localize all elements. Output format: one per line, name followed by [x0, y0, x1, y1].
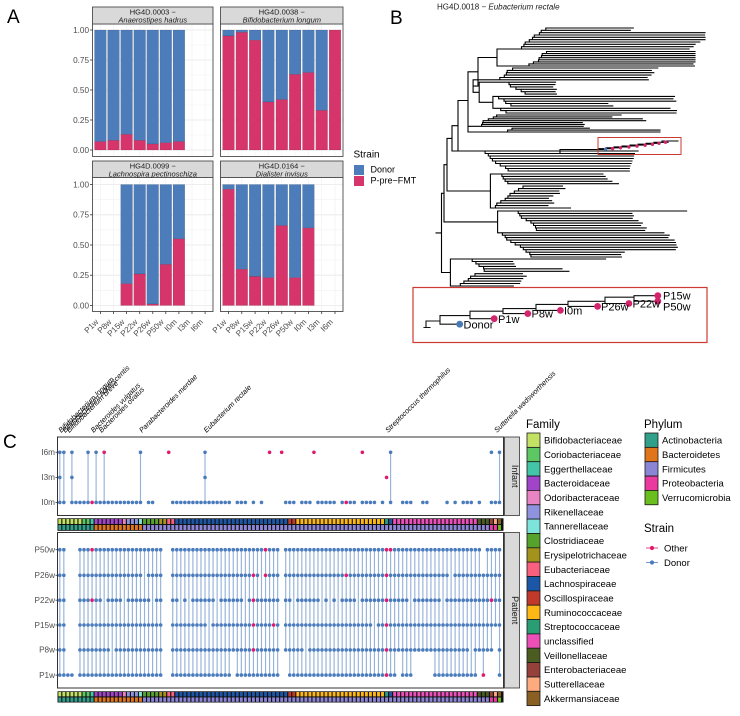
svg-text:P8w: P8w — [532, 309, 553, 321]
svg-text:Patient: Patient — [510, 596, 520, 625]
svg-text:Sutterellaceae: Sutterellaceae — [544, 680, 605, 691]
svg-text:I6m: I6m — [189, 317, 205, 333]
svg-text:Donor: Donor — [664, 558, 690, 569]
svg-text:Enterobacteriaceae: Enterobacteriaceae — [544, 665, 626, 676]
svg-text:P8w: P8w — [39, 646, 55, 655]
svg-text:Dialister invisus: Dialister invisus — [256, 169, 308, 178]
svg-text:Firmicutes: Firmicutes — [662, 464, 706, 475]
svg-text:I0m: I0m — [41, 498, 55, 507]
svg-text:Akkermansiaceae: Akkermansiaceae — [544, 694, 620, 705]
svg-text:unclassified: unclassified — [544, 637, 594, 648]
svg-text:I6m: I6m — [41, 448, 55, 457]
svg-text:P50w: P50w — [663, 302, 691, 314]
svg-text:Bacteroidetes: Bacteroidetes — [662, 450, 720, 461]
svg-text:0.00: 0.00 — [73, 301, 89, 310]
svg-text:Coriobacteriaceae: Coriobacteriaceae — [544, 450, 621, 461]
svg-text:Streptococcaceae: Streptococcaceae — [544, 622, 620, 633]
svg-text:0.25: 0.25 — [73, 116, 89, 125]
svg-text:Family: Family — [526, 419, 560, 431]
svg-text:0.25: 0.25 — [73, 271, 89, 280]
svg-text:Bifidobacteriaceae: Bifidobacteriaceae — [544, 436, 622, 447]
svg-text:Eubacterium rectale: Eubacterium rectale — [202, 383, 254, 435]
svg-text:P1w: P1w — [39, 671, 55, 680]
svg-text:1.00: 1.00 — [73, 26, 89, 35]
svg-text:Tannerellaceae: Tannerellaceae — [544, 522, 608, 533]
svg-text:Parabacteroides merdae: Parabacteroides merdae — [137, 372, 199, 434]
svg-text:P50w: P50w — [35, 546, 56, 555]
svg-text:Ruminococcaceae: Ruminococcaceae — [544, 608, 622, 619]
svg-text:Donor: Donor — [371, 165, 396, 175]
svg-text:Strain: Strain — [354, 150, 380, 161]
svg-text:P22w: P22w — [35, 596, 56, 605]
svg-text:HG4D.0018 − Eubacterium rectal: HG4D.0018 − Eubacterium rectale — [437, 3, 560, 12]
svg-text:Proteobacteria: Proteobacteria — [662, 479, 725, 490]
svg-text:Strain: Strain — [644, 523, 674, 535]
svg-text:Eubacteriaceae: Eubacteriaceae — [544, 565, 610, 576]
svg-text:P26w: P26w — [601, 301, 629, 313]
svg-text:0.00: 0.00 — [73, 146, 89, 155]
svg-text:Phylum: Phylum — [644, 419, 682, 431]
svg-text:0.50: 0.50 — [73, 241, 89, 250]
svg-text:Actinobacteria: Actinobacteria — [662, 436, 723, 447]
svg-text:HG4D.0038 −: HG4D.0038 − — [259, 7, 306, 16]
svg-text:Infant: Infant — [510, 465, 520, 488]
svg-text:HG4D.0099 −: HG4D.0099 − — [130, 161, 177, 170]
svg-text:Streptococcus thermophilus: Streptococcus thermophilus — [383, 365, 452, 434]
svg-text:Erysipelotrichaceae: Erysipelotrichaceae — [544, 550, 627, 561]
svg-text:Eggerthellaceae: Eggerthellaceae — [544, 464, 613, 475]
svg-text:Anaerostipes hadrus: Anaerostipes hadrus — [117, 15, 187, 24]
svg-text:Other: Other — [664, 544, 688, 555]
svg-text:Bacteroidaceae: Bacteroidaceae — [544, 479, 610, 490]
svg-text:P26w: P26w — [35, 571, 56, 580]
svg-text:I0m: I0m — [564, 305, 582, 317]
svg-text:Clostridiaceae: Clostridiaceae — [544, 536, 604, 547]
svg-text:Veillonellaceae: Veillonellaceae — [544, 651, 607, 662]
svg-text:P15w: P15w — [663, 291, 691, 303]
svg-text:I6m: I6m — [319, 317, 335, 333]
svg-text:HG4D.0164 −: HG4D.0164 − — [259, 161, 306, 170]
svg-text:C: C — [3, 432, 17, 453]
svg-text:0.75: 0.75 — [73, 56, 89, 65]
svg-text:Lachnospiraceae: Lachnospiraceae — [544, 579, 616, 590]
svg-text:P1w: P1w — [498, 314, 519, 326]
svg-text:Donor: Donor — [464, 319, 494, 331]
svg-text:P15w: P15w — [35, 621, 56, 630]
svg-text:1.00: 1.00 — [73, 180, 89, 189]
svg-text:B: B — [390, 8, 403, 29]
svg-text:Odoribacteraceae: Odoribacteraceae — [544, 493, 620, 504]
svg-text:0.75: 0.75 — [73, 211, 89, 220]
svg-text:HG4D.0003 −: HG4D.0003 − — [130, 7, 177, 16]
svg-text:Oscillospiraceae: Oscillospiraceae — [544, 594, 614, 605]
svg-text:0.50: 0.50 — [73, 86, 89, 95]
svg-text:A: A — [7, 7, 20, 28]
svg-text:Verrucomicrobia: Verrucomicrobia — [662, 493, 731, 504]
svg-text:Bifidobacterium longum: Bifidobacterium longum — [243, 15, 321, 24]
svg-text:P22w: P22w — [633, 299, 661, 311]
svg-text:I3m: I3m — [41, 473, 55, 482]
svg-text:P-pre−FMT: P-pre−FMT — [371, 176, 417, 186]
svg-text:Lachnospira pectinoschiza: Lachnospira pectinoschiza — [109, 169, 197, 178]
svg-text:Rikenellaceae: Rikenellaceae — [544, 507, 604, 518]
